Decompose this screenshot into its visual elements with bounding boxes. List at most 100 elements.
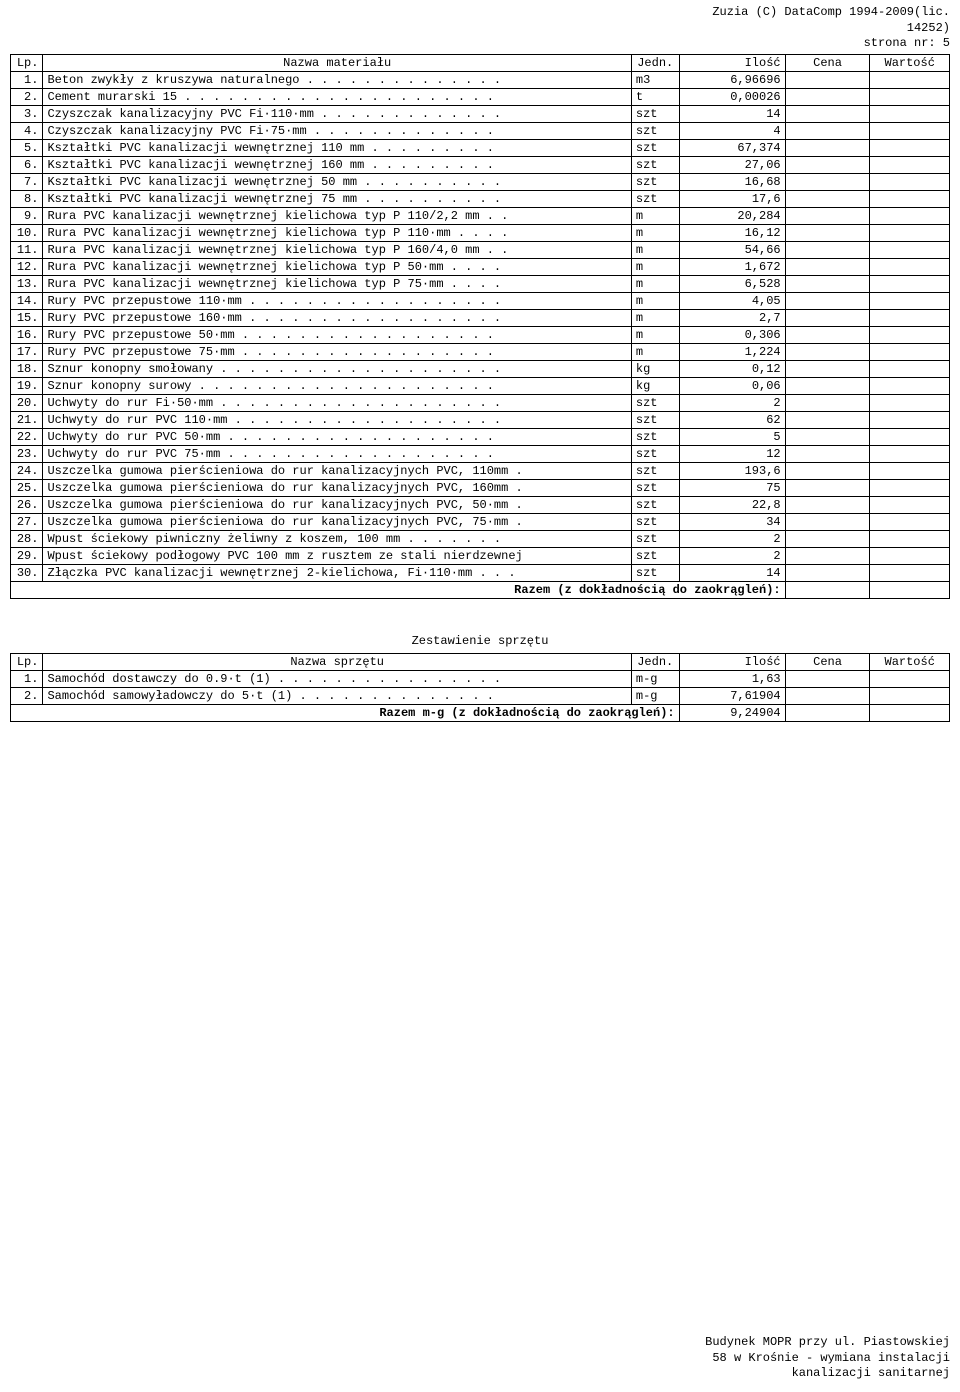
cell-nazwa: Rura PVC kanalizacji wewnętrznej kielich… — [43, 241, 631, 258]
cell-ilosc: 4,05 — [679, 292, 785, 309]
cell-nazwa: Wpust ściekowy piwniczny żeliwny z kosze… — [43, 530, 631, 547]
cell-lp: 13. — [11, 275, 43, 292]
cell-nazwa: Uszczelka gumowa pierścieniowa do rur ka… — [43, 479, 631, 496]
cell-jedn: m — [631, 292, 679, 309]
cell-jedn: m — [631, 241, 679, 258]
table-row: 6.Kształtki PVC kanalizacji wewnętrznej … — [11, 156, 950, 173]
cell-wartosc — [870, 156, 950, 173]
cell-lp: 28. — [11, 530, 43, 547]
cell-jedn: m — [631, 343, 679, 360]
cell-wartosc — [870, 258, 950, 275]
cell-nazwa: Uszczelka gumowa pierścieniowa do rur ka… — [43, 513, 631, 530]
cell-nazwa: Rury PVC przepustowe 160·mm . . . . . . … — [43, 309, 631, 326]
cell-lp: 18. — [11, 360, 43, 377]
cell-cena — [785, 139, 870, 156]
cell-lp: 14. — [11, 292, 43, 309]
materials-header-row: Lp. Nazwa materiału Jedn. Ilość Cena War… — [11, 54, 950, 71]
materials-razem-label: Razem (z dokładnością do zaokrągleń): — [11, 581, 786, 598]
cell-lp: 8. — [11, 190, 43, 207]
cell-lp: 12. — [11, 258, 43, 275]
table-row: 21.Uchwyty do rur PVC 110·mm . . . . . .… — [11, 411, 950, 428]
header-line2: 14252) — [10, 21, 950, 37]
cell-ilosc: 0,12 — [679, 360, 785, 377]
cell-cena — [785, 292, 870, 309]
eq-header-lp: Lp. — [11, 653, 43, 670]
cell-jedn: szt — [631, 156, 679, 173]
cell-ilosc: 5 — [679, 428, 785, 445]
cell-cena — [785, 122, 870, 139]
cell-jedn: szt — [631, 530, 679, 547]
cell-wartosc — [870, 88, 950, 105]
cell-jedn: szt — [631, 105, 679, 122]
header-jedn: Jedn. — [631, 54, 679, 71]
cell-ilosc: 62 — [679, 411, 785, 428]
header-wartosc: Wartość — [870, 54, 950, 71]
equipment-razem-label: Razem m-g (z dokładnością do zaokrągleń)… — [11, 704, 680, 721]
cell-ilosc: 17,6 — [679, 190, 785, 207]
cell-wartosc — [870, 173, 950, 190]
cell-ilosc: 1,63 — [679, 670, 785, 687]
cell-ilosc: 0,00026 — [679, 88, 785, 105]
cell-jedn: kg — [631, 360, 679, 377]
cell-nazwa: Uchwyty do rur PVC 75·mm . . . . . . . .… — [43, 445, 631, 462]
table-row: 24.Uszczelka gumowa pierścieniowa do rur… — [11, 462, 950, 479]
cell-lp: 7. — [11, 173, 43, 190]
cell-wartosc — [870, 224, 950, 241]
cell-cena — [785, 547, 870, 564]
materials-body: 1.Beton zwykły z kruszywa naturalnego . … — [11, 71, 950, 581]
footer-line1: Budynek MOPR przy ul. Piastowskiej — [705, 1335, 950, 1351]
cell-cena — [785, 513, 870, 530]
cell-nazwa: Cement murarski 15 . . . . . . . . . . .… — [43, 88, 631, 105]
cell-lp: 25. — [11, 479, 43, 496]
cell-jedn: szt — [631, 122, 679, 139]
cell-nazwa: Kształtki PVC kanalizacji wewnętrznej 16… — [43, 156, 631, 173]
cell-ilosc: 54,66 — [679, 241, 785, 258]
cell-wartosc — [870, 428, 950, 445]
header-ilosc: Ilość — [679, 54, 785, 71]
table-row: 2.Cement murarski 15 . . . . . . . . . .… — [11, 88, 950, 105]
cell-jedn: m-g — [631, 687, 679, 704]
table-row: 23.Uchwyty do rur PVC 75·mm . . . . . . … — [11, 445, 950, 462]
table-row: 12.Rura PVC kanalizacji wewnętrznej kiel… — [11, 258, 950, 275]
cell-cena — [785, 309, 870, 326]
cell-nazwa: Czyszczak kanalizacyjny PVC Fi·110·mm . … — [43, 105, 631, 122]
equipment-section-title: Zestawienie sprzętu — [10, 634, 950, 648]
table-row: 18.Sznur konopny smołowany . . . . . . .… — [11, 360, 950, 377]
cell-nazwa: Rura PVC kanalizacji wewnętrznej kielich… — [43, 275, 631, 292]
table-row: 3.Czyszczak kanalizacyjny PVC Fi·110·mm … — [11, 105, 950, 122]
equipment-razem-value: 9,24904 — [679, 704, 785, 721]
cell-cena — [785, 326, 870, 343]
table-row: 28.Wpust ściekowy piwniczny żeliwny z ko… — [11, 530, 950, 547]
cell-lp: 29. — [11, 547, 43, 564]
cell-nazwa: Rury PVC przepustowe 50·mm . . . . . . .… — [43, 326, 631, 343]
cell-jedn: szt — [631, 411, 679, 428]
eq-header-cena: Cena — [785, 653, 870, 670]
cell-wartosc — [870, 122, 950, 139]
table-row: 20.Uchwyty do rur Fi·50·mm . . . . . . .… — [11, 394, 950, 411]
cell-ilosc: 1,224 — [679, 343, 785, 360]
cell-ilosc: 14 — [679, 105, 785, 122]
cell-nazwa: Złączka PVC kanalizacji wewnętrznej 2-ki… — [43, 564, 631, 581]
eq-header-nazwa: Nazwa sprzętu — [43, 653, 631, 670]
cell-cena — [785, 687, 870, 704]
cell-lp: 26. — [11, 496, 43, 513]
cell-lp: 22. — [11, 428, 43, 445]
cell-wartosc — [870, 564, 950, 581]
header-nazwa: Nazwa materiału — [43, 54, 631, 71]
cell-cena — [785, 479, 870, 496]
cell-lp: 5. — [11, 139, 43, 156]
cell-wartosc — [870, 479, 950, 496]
cell-ilosc: 12 — [679, 445, 785, 462]
cell-cena — [785, 207, 870, 224]
cell-wartosc — [870, 496, 950, 513]
table-row: 9.Rura PVC kanalizacji wewnętrznej kieli… — [11, 207, 950, 224]
cell-ilosc: 14 — [679, 564, 785, 581]
cell-lp: 1. — [11, 670, 43, 687]
cell-wartosc — [870, 343, 950, 360]
cell-nazwa: Samochód dostawczy do 0.9·t (1) . . . . … — [43, 670, 631, 687]
cell-nazwa: Kształtki PVC kanalizacji wewnętrznej 50… — [43, 173, 631, 190]
table-row: 30.Złączka PVC kanalizacji wewnętrznej 2… — [11, 564, 950, 581]
cell-cena — [785, 190, 870, 207]
cell-jedn: szt — [631, 190, 679, 207]
cell-ilosc: 2,7 — [679, 309, 785, 326]
